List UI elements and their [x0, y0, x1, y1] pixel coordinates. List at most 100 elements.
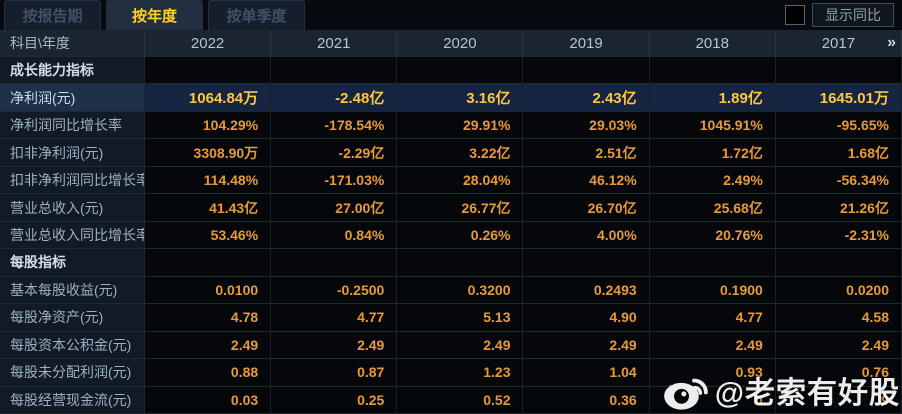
value-cell: 28.04%	[397, 166, 524, 195]
section-empty-cell	[775, 249, 902, 277]
value-cell: 3.22亿	[397, 139, 524, 167]
value-cell: 0.2493	[523, 276, 650, 305]
value-cell: 0.87	[271, 359, 398, 387]
value-cell: 1.04	[523, 359, 650, 387]
row-label: 每股净资产(元)	[0, 304, 145, 332]
value-cell: 1.72亿	[649, 139, 776, 167]
section-empty-cell	[271, 249, 398, 277]
value-cell: 0.36	[523, 386, 650, 414]
year-column-header: 2022	[145, 30, 272, 57]
value-cell: 0.25	[271, 386, 398, 414]
value-cell: 0.26%	[397, 221, 524, 250]
year-column-header: 2018	[649, 30, 776, 57]
value-cell: 46.12%	[523, 166, 650, 195]
year-column-header: 2021	[271, 30, 398, 57]
value-cell: 4.77	[649, 304, 776, 332]
value-cell: 2.49	[397, 331, 524, 360]
value-cell: 1.23	[397, 359, 524, 387]
value-cell: -95.65%	[775, 111, 902, 140]
value-cell: 27.00亿	[271, 194, 398, 222]
value-cell: 0.76	[775, 359, 902, 387]
value-cell: 53.46%	[145, 221, 272, 250]
year-column-header: 2017»	[775, 30, 902, 57]
value-cell: 1645.01万	[775, 84, 902, 112]
value-cell: 4.78	[145, 304, 272, 332]
value-cell: 1064.84万	[145, 84, 272, 112]
value-cell: 104.29%	[145, 111, 272, 140]
section-header-label: 成长能力指标	[0, 57, 145, 85]
row-label: 扣非净利润同比增长率	[0, 166, 145, 195]
section-empty-cell	[271, 57, 398, 85]
value-cell: 0.88	[145, 359, 272, 387]
value-cell: -171.03%	[271, 166, 398, 195]
value-cell: 3.16亿	[397, 84, 524, 112]
value-cell: 0.0100	[145, 276, 272, 305]
value-cell: 0.93	[649, 359, 776, 387]
value-cell: 2.49	[775, 331, 902, 360]
value-cell: 2.49%	[649, 166, 776, 195]
value-cell: 4.58	[775, 304, 902, 332]
row-label: 净利润(元)	[0, 84, 145, 112]
section-empty-cell	[649, 249, 776, 277]
value-cell: 25.68亿	[649, 194, 776, 222]
row-label: 净利润同比增长率	[0, 111, 145, 140]
tab-by-year[interactable]: 按年度	[106, 0, 203, 30]
value-cell: 5.13	[397, 304, 524, 332]
financial-table: 科目\年度 2022 2021 2020 2019 2018 2017» 成长能力指标 净利润(…	[0, 30, 902, 414]
section-empty-cell	[145, 57, 272, 85]
section-empty-cell	[775, 57, 902, 85]
section-empty-cell	[145, 249, 272, 277]
value-cell: -178.54%	[271, 111, 398, 140]
section-empty-cell	[397, 57, 524, 85]
value-cell: 0.1900	[649, 276, 776, 305]
value-cell: -56.34%	[775, 166, 902, 195]
year-column-header: 2020	[397, 30, 524, 57]
value-cell: 4.90	[523, 304, 650, 332]
more-years-icon[interactable]: »	[887, 34, 896, 51]
row-label: 每股未分配利润(元)	[0, 359, 145, 387]
tab-by-single-quarter[interactable]: 按单季度	[208, 0, 305, 30]
value-cell: -2.29亿	[271, 139, 398, 167]
value-cell: 2.49	[523, 331, 650, 360]
value-cell: -2.31%	[775, 221, 902, 250]
year-column-header: 2019	[523, 30, 650, 57]
value-cell: 0.3200	[397, 276, 524, 305]
value-cell: 4.00%	[523, 221, 650, 250]
value-cell: 29.91%	[397, 111, 524, 140]
section-empty-cell	[397, 249, 524, 277]
value-cell: 41.43亿	[145, 194, 272, 222]
table-corner-label: 科目\年度	[0, 30, 145, 57]
value-cell: 2.49	[145, 331, 272, 360]
value-cell: 0.0200	[775, 276, 902, 305]
value-cell: 2.49	[271, 331, 398, 360]
value-cell: 20.76%	[649, 221, 776, 250]
section-empty-cell	[523, 249, 650, 277]
value-cell: 2.43亿	[523, 84, 650, 112]
value-cell: 0	[649, 386, 776, 414]
section-empty-cell	[523, 57, 650, 85]
show-yoy-button[interactable]: 显示同比	[812, 3, 894, 27]
value-cell: 2.51亿	[523, 139, 650, 167]
value-cell: 1.89亿	[649, 84, 776, 112]
value-cell: 114.48%	[145, 166, 272, 195]
value-cell: 2.49	[649, 331, 776, 360]
value-cell: -0.2500	[271, 276, 398, 305]
value-cell: 1.68亿	[775, 139, 902, 167]
value-cell: 0.03	[145, 386, 272, 414]
value-cell: -2.48亿	[271, 84, 398, 112]
period-tabbar: 按报告期 按年度 按单季度 显示同比	[0, 0, 902, 30]
value-cell: 0.52	[397, 386, 524, 414]
section-header-label: 每股指标	[0, 249, 145, 277]
tab-by-report-period[interactable]: 按报告期	[4, 0, 101, 30]
row-label: 每股资本公积金(元)	[0, 331, 145, 360]
row-label: 扣非净利润(元)	[0, 139, 145, 167]
row-label: 基本每股收益(元)	[0, 276, 145, 305]
show-yoy-checkbox[interactable]	[785, 5, 805, 25]
value-cell: 1045.91%	[649, 111, 776, 140]
row-label: 营业总收入同比增长率	[0, 221, 145, 250]
value-cell: 9	[775, 386, 902, 414]
section-empty-cell	[649, 57, 776, 85]
value-cell: 21.26亿	[775, 194, 902, 222]
value-cell: 3308.90万	[145, 139, 272, 167]
value-cell: 26.77亿	[397, 194, 524, 222]
